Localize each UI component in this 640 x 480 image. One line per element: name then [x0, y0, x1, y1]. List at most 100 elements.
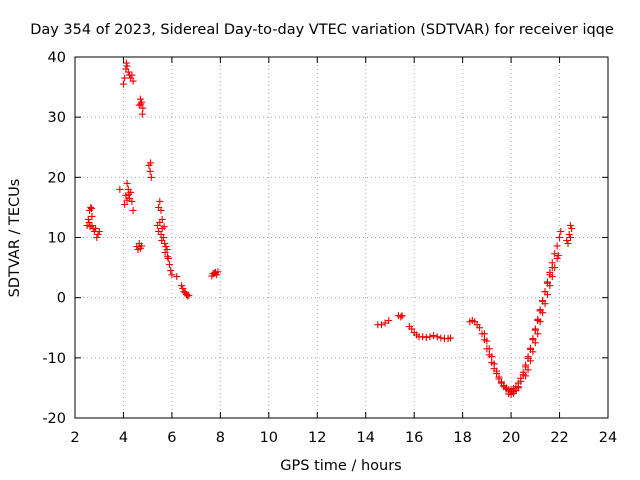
- data-point: [377, 321, 385, 329]
- data-point: [548, 259, 556, 267]
- data-point: [495, 373, 503, 381]
- y-tick-label: 0: [57, 291, 66, 307]
- data-point: [422, 333, 430, 341]
- data-point: [185, 291, 193, 299]
- data-point: [493, 367, 501, 375]
- data-point: [543, 278, 551, 286]
- data-point: [408, 325, 416, 333]
- y-tick-label: 40: [48, 50, 66, 66]
- data-point: [122, 191, 130, 199]
- data-point: [129, 206, 137, 214]
- data-point: [161, 240, 169, 248]
- data-point: [426, 333, 434, 341]
- data-point: [122, 59, 130, 67]
- data-point: [116, 185, 124, 193]
- data-point: [566, 234, 574, 241]
- data-point: [125, 190, 133, 198]
- axis-ticks: [74, 56, 609, 419]
- data-point: [557, 227, 565, 235]
- y-tick-label: -20: [42, 411, 66, 427]
- data-point: [565, 230, 573, 238]
- data-point: [531, 326, 539, 334]
- data-point: [522, 372, 530, 380]
- data-point: [162, 243, 170, 251]
- data-point: [123, 196, 131, 204]
- data-point: [85, 218, 93, 226]
- data-point: [543, 291, 551, 299]
- data-point: [168, 271, 176, 279]
- y-tick-labels: -20 -10 0 10 20 30 40: [42, 50, 66, 427]
- data-point: [539, 309, 547, 317]
- data-point: [156, 218, 164, 226]
- data-point: [159, 234, 167, 241]
- data-point: [534, 330, 542, 338]
- x-tick-label: 18: [453, 430, 471, 446]
- data-point: [119, 80, 127, 88]
- data-point: [213, 271, 221, 279]
- data-point: [214, 268, 222, 276]
- data-point: [173, 273, 181, 281]
- data-point: [86, 223, 94, 231]
- data-point: [490, 360, 498, 368]
- data-point: [128, 197, 136, 205]
- data-point: [529, 348, 537, 356]
- data-point: [121, 200, 129, 208]
- x-tick-label: 6: [167, 430, 176, 446]
- data-point: [138, 110, 146, 118]
- data-point: [483, 337, 491, 345]
- x-tick-labels: 2 4 6 8 10 12 14 16 18 20 22 24: [70, 430, 617, 446]
- x-tick-label: 4: [119, 430, 128, 446]
- data-point: [553, 242, 561, 250]
- data-point: [553, 255, 561, 263]
- data-point: [88, 212, 96, 220]
- data-point: [184, 292, 192, 300]
- y-tick-label: -10: [42, 351, 66, 367]
- data-point: [485, 345, 493, 353]
- y-tick-label: 10: [48, 231, 66, 247]
- chart-title: Day 354 of 2023, Sidereal Day-to-day VTE…: [30, 22, 614, 38]
- y-tick-label: 30: [48, 110, 66, 126]
- data-point: [137, 100, 145, 108]
- x-tick-label: 16: [405, 430, 423, 446]
- data-point: [160, 223, 168, 231]
- data-point: [430, 332, 438, 340]
- x-tick-label: 2: [70, 430, 79, 446]
- data-point: [123, 62, 131, 70]
- data-point: [397, 313, 405, 321]
- data-point: [564, 240, 572, 248]
- data-point: [147, 173, 155, 181]
- data-point: [517, 377, 525, 385]
- data-point: [556, 234, 564, 241]
- data-point: [84, 215, 92, 223]
- data-point: [87, 205, 95, 213]
- data-point: [164, 253, 172, 261]
- data-point: [476, 324, 484, 332]
- data-point: [437, 334, 445, 342]
- x-tick-label: 22: [550, 430, 568, 446]
- data-point: [488, 353, 496, 361]
- data-point: [94, 230, 102, 238]
- data-point: [95, 227, 103, 235]
- data-point: [156, 197, 164, 205]
- y-tick-label: 20: [48, 170, 66, 186]
- data-point: [546, 282, 554, 290]
- data-point: [554, 252, 562, 260]
- data-point: [381, 319, 389, 327]
- data-point: [139, 104, 147, 112]
- data-point: [87, 203, 95, 211]
- data-point: [179, 285, 187, 293]
- x-tick-label: 14: [357, 430, 375, 446]
- data-point: [92, 224, 100, 232]
- data-point: [146, 167, 154, 175]
- data-point: [128, 71, 136, 79]
- data-point: [385, 317, 393, 325]
- data-point: [178, 282, 186, 290]
- plot-frame: [74, 56, 609, 419]
- data-point: [167, 267, 175, 275]
- data-point: [147, 159, 155, 167]
- data-point: [165, 261, 173, 269]
- data-point: [124, 68, 132, 76]
- data-point: [398, 312, 406, 320]
- data-point: [568, 224, 576, 232]
